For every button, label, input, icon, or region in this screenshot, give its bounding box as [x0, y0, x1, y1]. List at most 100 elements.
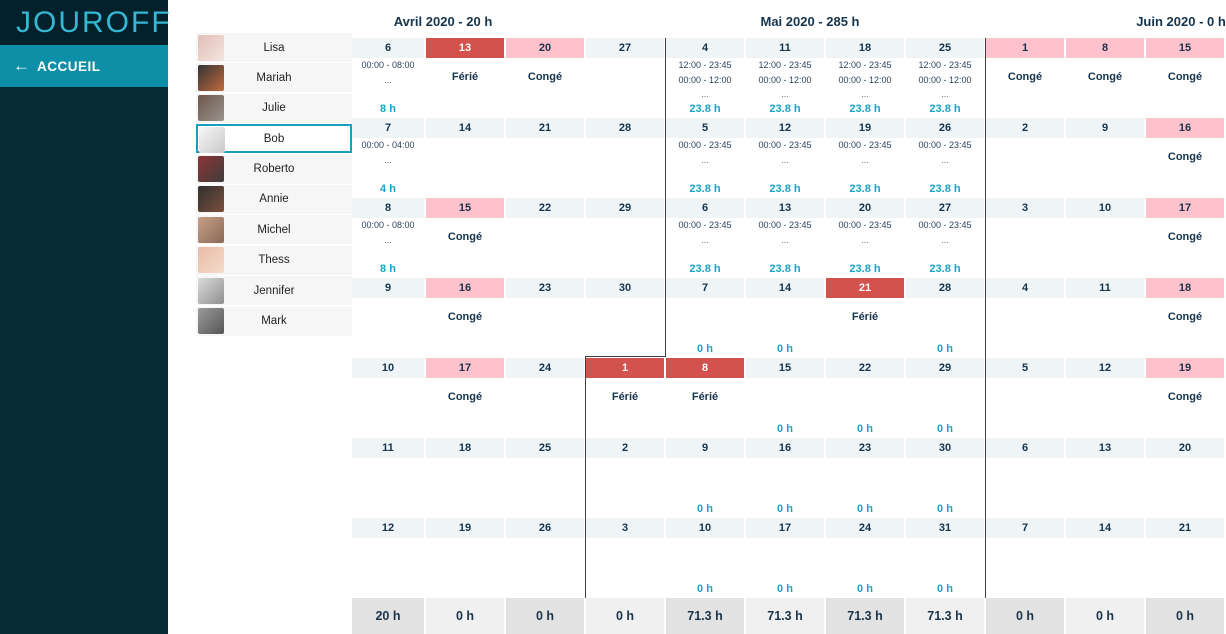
day-cell[interactable]: 22 0 h	[826, 358, 904, 438]
day-cell[interactable]: 26	[506, 518, 584, 598]
day-body	[586, 538, 664, 598]
day-cell[interactable]: 12	[1066, 358, 1144, 438]
day-number: 27	[906, 198, 984, 218]
day-cell[interactable]: 16 Congé	[1146, 118, 1224, 198]
day-cell[interactable]: 13 Férié	[426, 38, 504, 118]
day-number: 20	[826, 198, 904, 218]
avatar	[198, 95, 224, 122]
day-number: 12	[1066, 358, 1144, 378]
day-cell[interactable]: 6 00:00 - 08:00... 8 h	[352, 38, 424, 118]
day-cell[interactable]: 28 0 h	[906, 278, 984, 358]
day-cell[interactable]: 8 00:00 - 08:00... 8 h	[352, 198, 424, 278]
day-cell[interactable]: 27 00:00 - 23:45... 23.8 h	[906, 198, 984, 278]
day-cell[interactable]: 15 Congé	[426, 198, 504, 278]
person-row-jennifer[interactable]: Jennifer	[196, 276, 352, 306]
day-cell[interactable]: 20 00:00 - 23:45... 23.8 h	[826, 198, 904, 278]
day-cell[interactable]: 20 Congé	[506, 38, 584, 118]
day-cell[interactable]: 11	[352, 438, 424, 518]
day-cell[interactable]: 4	[986, 278, 1064, 358]
person-row-mariah[interactable]: Mariah	[196, 63, 352, 93]
day-cell[interactable]: 13	[1066, 438, 1144, 518]
day-cell[interactable]: 18 12:00 - 23:45 00:00 - 12:00... 23.8 h	[826, 38, 904, 118]
day-cell[interactable]: 11	[1066, 278, 1144, 358]
day-cell[interactable]: 18 Congé	[1146, 278, 1224, 358]
person-row-michel[interactable]: Michel	[196, 215, 352, 245]
person-row-mark[interactable]: Mark	[196, 306, 352, 336]
day-cell[interactable]: 2	[586, 438, 664, 518]
day-cell[interactable]: 19 00:00 - 23:45... 23.8 h	[826, 118, 904, 198]
day-total-hours: 23.8 h	[689, 183, 721, 195]
day-cell[interactable]: 24	[506, 358, 584, 438]
day-number: 8	[352, 198, 424, 218]
day-cell[interactable]: 15 Congé	[1146, 38, 1224, 118]
day-cell[interactable]: 16 0 h	[746, 438, 824, 518]
day-cell[interactable]: 1 Congé	[986, 38, 1064, 118]
day-cell[interactable]: 28	[586, 118, 664, 198]
day-cell[interactable]: 10 0 h	[666, 518, 744, 598]
day-cell[interactable]: 12	[352, 518, 424, 598]
day-cell[interactable]: 4 12:00 - 23:45 00:00 - 12:00... 23.8 h	[666, 38, 744, 118]
day-cell[interactable]: 6 00:00 - 23:45... 23.8 h	[666, 198, 744, 278]
day-cell[interactable]: 9	[1066, 118, 1144, 198]
day-cell[interactable]: 25 12:00 - 23:45 00:00 - 12:00... 23.8 h	[906, 38, 984, 118]
day-cell[interactable]: 25	[506, 438, 584, 518]
person-row-lisa[interactable]: Lisa	[196, 33, 352, 62]
day-cell[interactable]: 5 00:00 - 23:45... 23.8 h	[666, 118, 744, 198]
day-cell[interactable]: 7 00:00 - 04:00... 4 h	[352, 118, 424, 198]
week-total: 0 h	[506, 598, 584, 634]
person-row-bob[interactable]: Bob	[196, 124, 352, 154]
person-row-julie[interactable]: Julie	[196, 93, 352, 123]
day-cell[interactable]: 19 Congé	[1146, 358, 1224, 438]
day-cell[interactable]: 29	[586, 198, 664, 278]
day-cell[interactable]: 14	[426, 118, 504, 198]
day-number: 15	[746, 358, 824, 378]
day-cell[interactable]: 22	[506, 198, 584, 278]
day-cell[interactable]: 17 0 h	[746, 518, 824, 598]
day-cell[interactable]: 3	[586, 518, 664, 598]
day-cell[interactable]: 5	[986, 358, 1064, 438]
day-cell[interactable]: 9	[352, 278, 424, 358]
day-cell[interactable]: 8 Congé	[1066, 38, 1144, 118]
day-cell[interactable]: 21	[506, 118, 584, 198]
day-cell[interactable]: 24 0 h	[826, 518, 904, 598]
day-cell[interactable]: 7 0 h	[666, 278, 744, 358]
day-total-hours: 0 h	[777, 423, 793, 435]
day-cell[interactable]: 17 Congé	[426, 358, 504, 438]
day-cell[interactable]: 23 0 h	[826, 438, 904, 518]
more-shifts-ellipsis: ...	[781, 234, 789, 245]
day-cell[interactable]: 30 0 h	[906, 438, 984, 518]
day-cell[interactable]: 21	[1146, 518, 1224, 598]
day-number: 16	[426, 278, 504, 298]
day-cell[interactable]: 18	[426, 438, 504, 518]
day-cell[interactable]: 10	[1066, 198, 1144, 278]
day-cell[interactable]: 13 00:00 - 23:45... 23.8 h	[746, 198, 824, 278]
day-cell[interactable]: 1 Férié	[586, 358, 664, 438]
day-cell[interactable]: 9 0 h	[666, 438, 744, 518]
day-cell[interactable]: 10	[352, 358, 424, 438]
person-row-roberto[interactable]: Roberto	[196, 154, 352, 184]
back-home-button[interactable]: ← ACCUEIL	[0, 45, 168, 87]
day-cell[interactable]: 31 0 h	[906, 518, 984, 598]
day-cell[interactable]: 19	[426, 518, 504, 598]
day-cell[interactable]: 16 Congé	[426, 278, 504, 358]
day-cell[interactable]: 2	[986, 118, 1064, 198]
day-cell[interactable]: 23	[506, 278, 584, 358]
day-cell[interactable]: 21 Férié	[826, 278, 904, 358]
person-row-annie[interactable]: Annie	[196, 184, 352, 214]
day-cell[interactable]: 15 0 h	[746, 358, 824, 438]
day-cell[interactable]: 29 0 h	[906, 358, 984, 438]
day-cell[interactable]: 14 0 h	[746, 278, 824, 358]
day-cell[interactable]: 17 Congé	[1146, 198, 1224, 278]
day-cell[interactable]: 7	[986, 518, 1064, 598]
day-cell[interactable]: 11 12:00 - 23:45 00:00 - 12:00... 23.8 h	[746, 38, 824, 118]
person-row-thess[interactable]: Thess	[196, 245, 352, 275]
day-cell[interactable]: 26 00:00 - 23:45... 23.8 h	[906, 118, 984, 198]
day-cell[interactable]: 27	[586, 38, 664, 118]
day-cell[interactable]: 12 00:00 - 23:45... 23.8 h	[746, 118, 824, 198]
day-cell[interactable]: 3	[986, 198, 1064, 278]
day-cell[interactable]: 14	[1066, 518, 1144, 598]
day-cell[interactable]: 8 Férié	[666, 358, 744, 438]
day-cell[interactable]: 30	[586, 278, 664, 358]
day-cell[interactable]: 6	[986, 438, 1064, 518]
day-cell[interactable]: 20	[1146, 438, 1224, 518]
